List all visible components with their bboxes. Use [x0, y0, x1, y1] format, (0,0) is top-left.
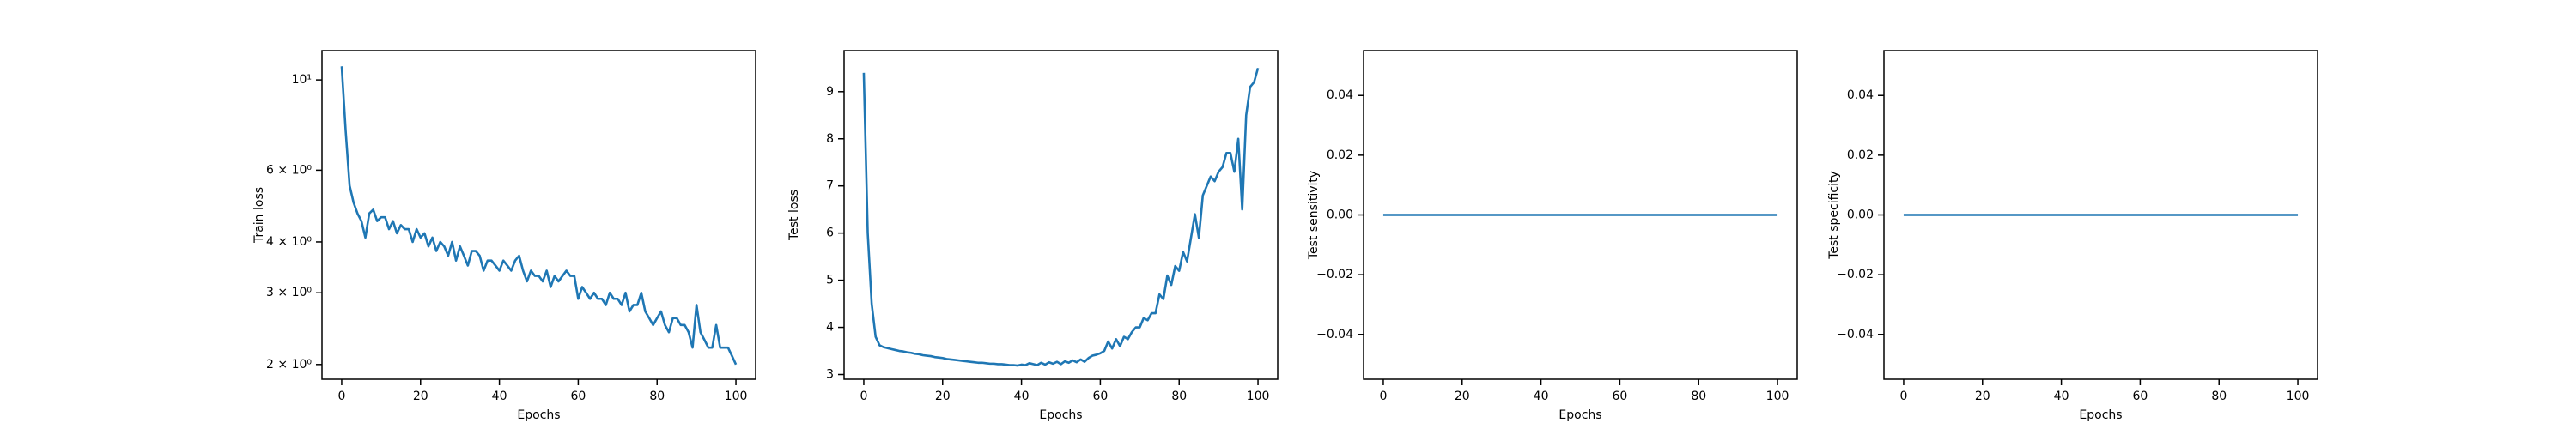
x-tick-label: 80	[649, 390, 665, 403]
x-tick-label: 100	[725, 390, 748, 403]
axes-frame	[321, 50, 756, 380]
y-tick-label: 3 × 10⁰	[266, 286, 312, 299]
y-tick-label: 0.02	[1327, 148, 1353, 162]
x-tick-label: 0	[1379, 390, 1387, 403]
x-tick-label: 60	[1092, 390, 1108, 403]
y-tick-label: 4	[826, 321, 834, 335]
x-tick-label: 20	[1975, 390, 1990, 403]
x-tick-label: 40	[2054, 390, 2069, 403]
y-tick-label: 0.00	[1327, 208, 1353, 222]
y-axis-label: Train loss	[252, 187, 266, 244]
x-tick-label: 40	[1014, 390, 1030, 403]
x-tick-label: 0	[1899, 390, 1907, 403]
x-tick-label: 0	[337, 390, 345, 403]
y-tick-label: 9	[826, 85, 834, 99]
y-tick-label: 0.00	[1847, 208, 1874, 222]
y-tick-label: 6	[826, 227, 834, 240]
y-tick-label: 2 × 10⁰	[266, 358, 312, 372]
x-tick-label: 80	[2211, 390, 2227, 403]
x-tick-label: 20	[1455, 390, 1470, 403]
y-tick-label: 5	[826, 274, 834, 287]
x-tick-label: 0	[860, 390, 867, 403]
x-tick-label: 100	[1247, 390, 1270, 403]
y-tick-label: 0.02	[1847, 148, 1874, 162]
y-axis-label: Test specificity	[1827, 171, 1841, 260]
y-tick-label: 0.04	[1327, 88, 1353, 102]
x-axis-label: Epochs	[1039, 408, 1082, 422]
y-axis-label: Test sensitivity	[1307, 171, 1321, 260]
x-tick-label: 80	[1691, 390, 1706, 403]
y-tick-label: 6 × 10⁰	[266, 163, 312, 177]
x-tick-label: 60	[1612, 390, 1627, 403]
y-tick-label: −0.04	[1316, 328, 1353, 341]
x-tick-label: 100	[1766, 390, 1789, 403]
axes-frame	[843, 50, 1279, 380]
x-axis-label: Epochs	[517, 408, 560, 422]
x-tick-label: 60	[2132, 390, 2148, 403]
y-tick-label: 4 × 10⁰	[266, 235, 312, 249]
x-axis-label: Epochs	[2079, 408, 2122, 422]
x-tick-label: 20	[935, 390, 951, 403]
y-tick-label: 10¹	[292, 73, 312, 87]
x-tick-label: 100	[2287, 390, 2310, 403]
x-tick-label: 40	[492, 390, 507, 403]
data-line	[862, 67, 1260, 367]
x-tick-label: 80	[1171, 390, 1187, 403]
y-axis-label: Test loss	[787, 190, 801, 241]
data-line	[340, 66, 738, 366]
y-tick-label: −0.02	[1316, 268, 1353, 281]
y-tick-label: 8	[826, 132, 834, 146]
y-tick-label: 0.04	[1847, 88, 1874, 102]
x-tick-label: 20	[413, 390, 428, 403]
x-tick-label: 40	[1534, 390, 1549, 403]
y-tick-label: 7	[826, 179, 834, 193]
y-tick-label: −0.02	[1837, 268, 1874, 281]
y-tick-label: −0.04	[1837, 328, 1874, 341]
y-tick-label: 3	[826, 368, 834, 382]
x-axis-label: Epochs	[1558, 408, 1601, 422]
x-tick-label: 60	[570, 390, 586, 403]
